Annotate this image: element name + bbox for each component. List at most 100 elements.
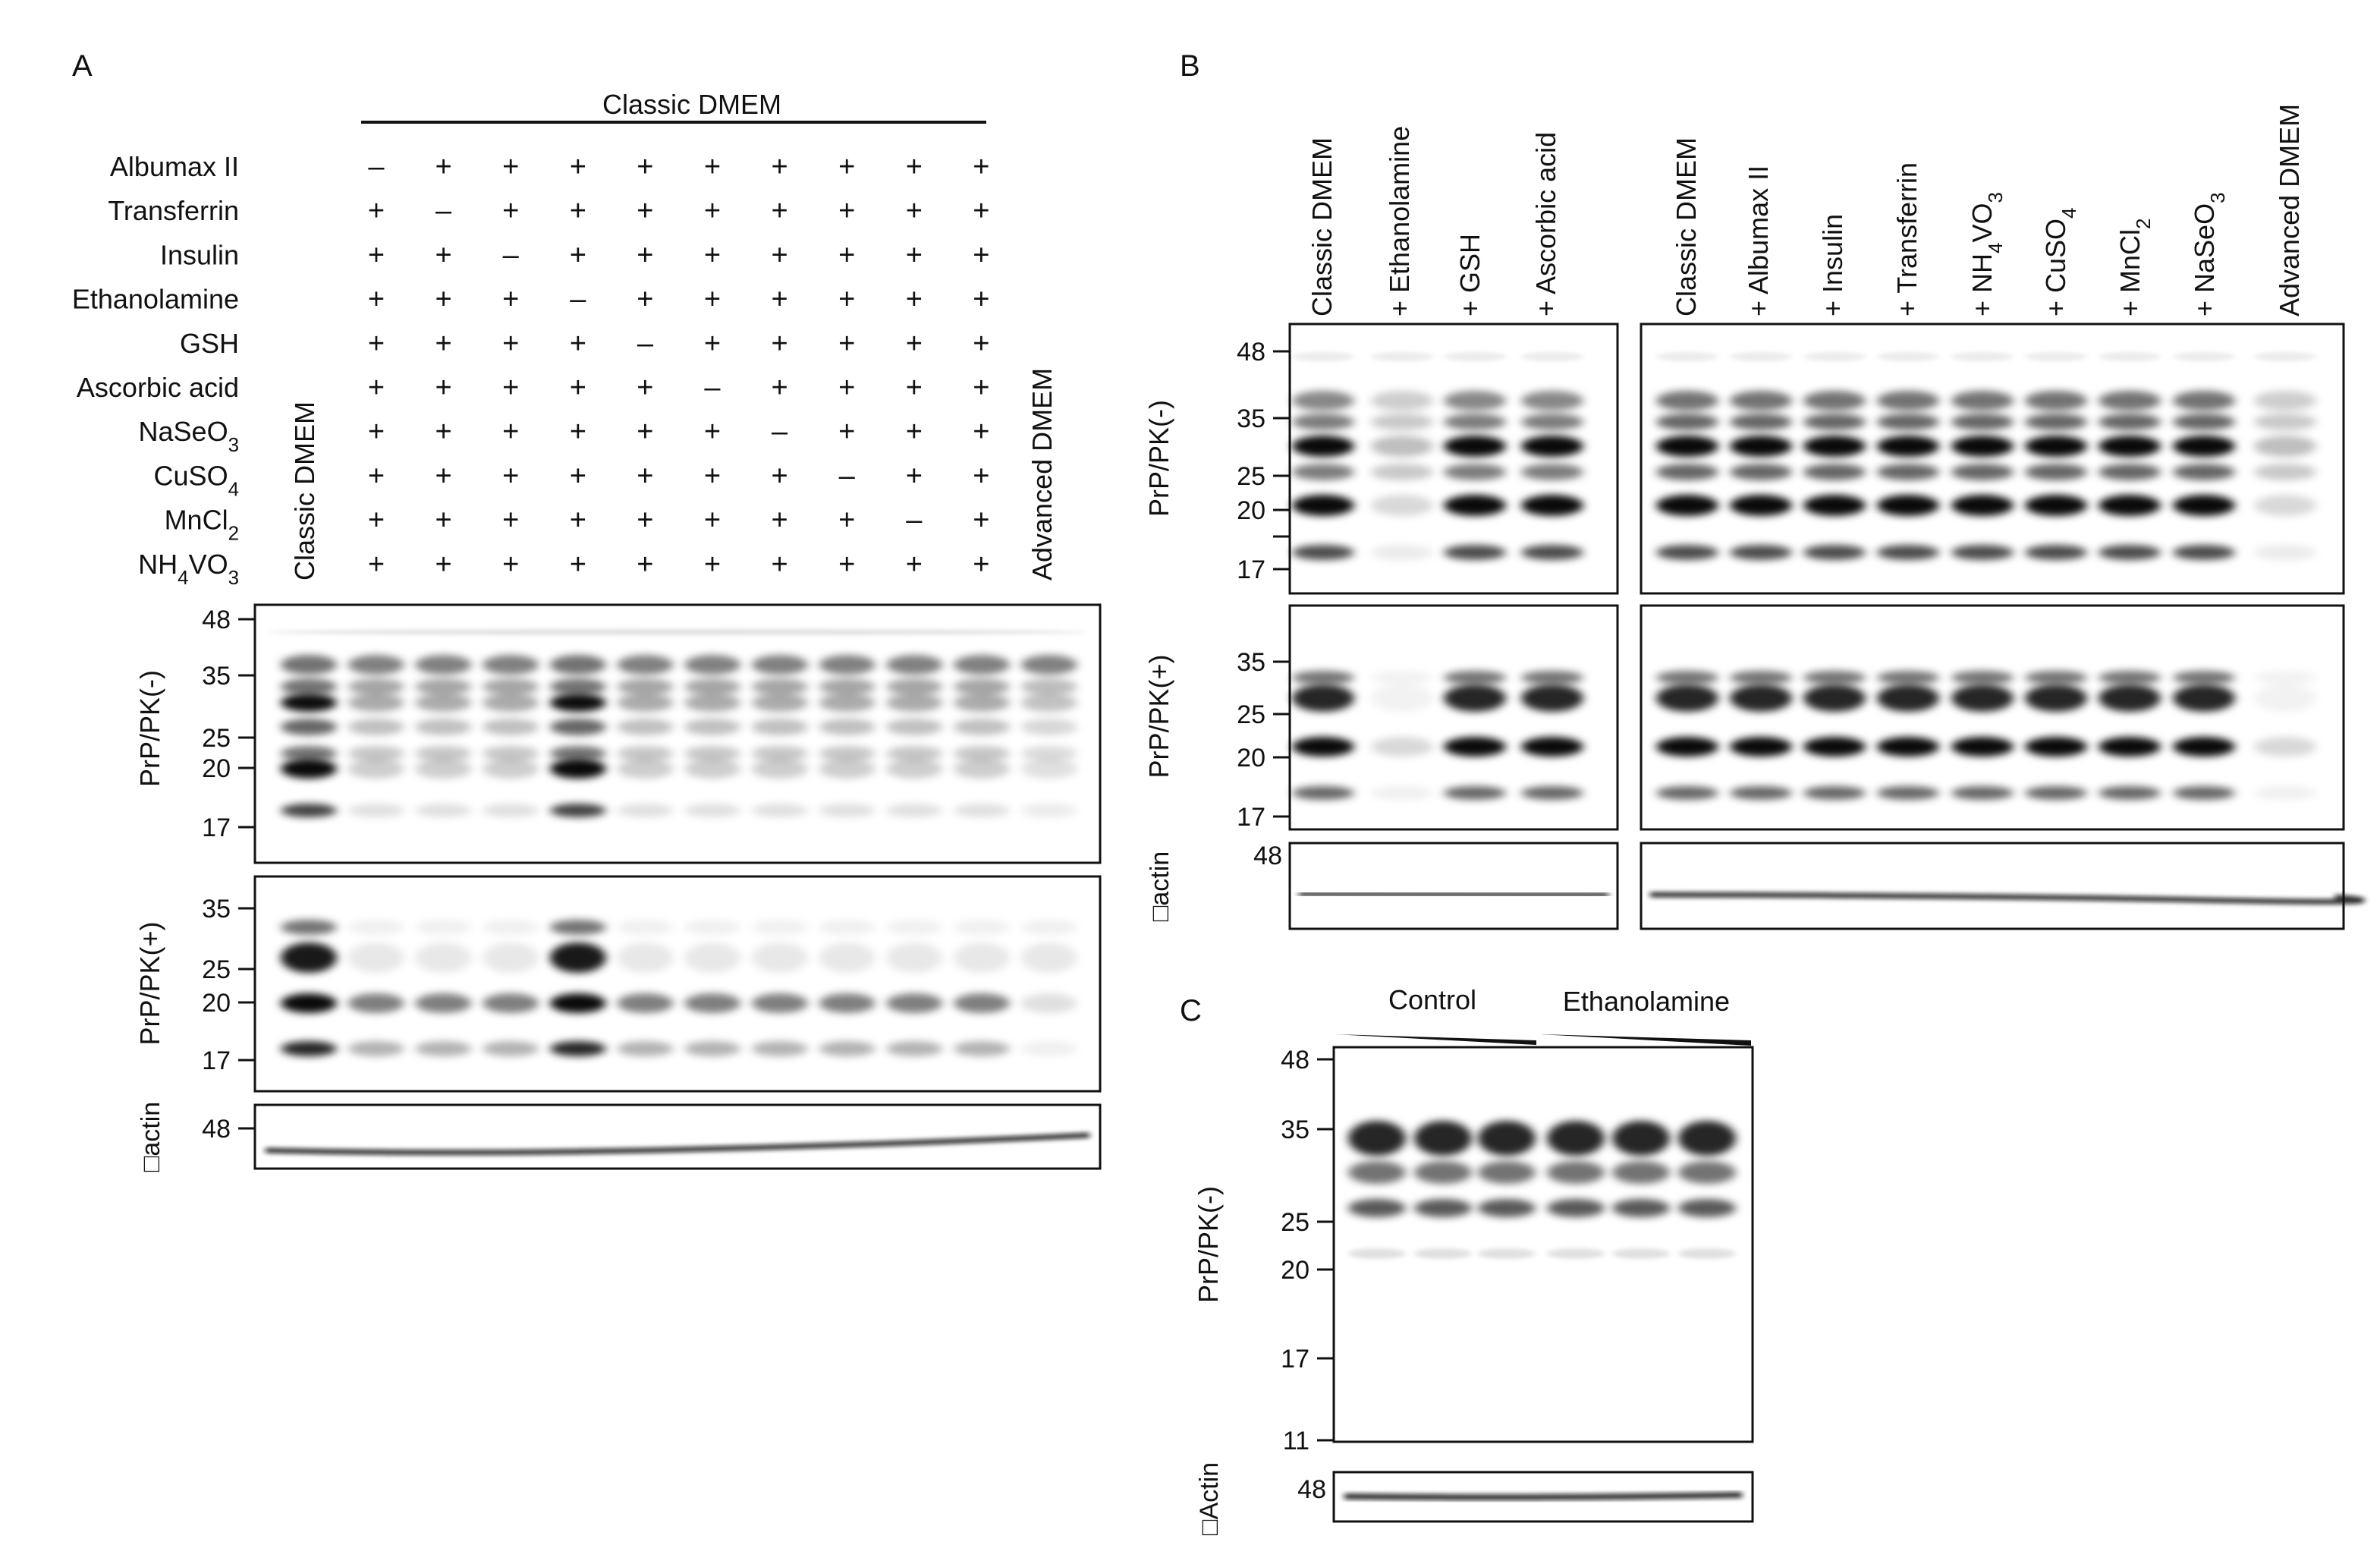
band [2254,786,2316,800]
supplement-mark: + [435,284,451,316]
band [819,1041,876,1056]
blot-bands [265,1132,1090,1156]
band [1877,495,1939,516]
supplement-mark: + [704,328,721,360]
band [549,942,606,973]
band [281,694,337,712]
panel-b-blot-actin: 48 □actin [1146,842,2365,930]
band [483,1041,539,1056]
band [1678,1199,1736,1217]
band [1612,1121,1670,1156]
panel-c-letter: C [1180,994,1202,1027]
band [483,920,539,935]
band [684,804,741,817]
band [1678,1248,1736,1259]
band [1803,391,1866,411]
marker-label: 17 [1237,555,1265,584]
supplement-mark: + [838,284,855,316]
band [483,942,539,973]
supplement-mark: + [771,505,788,536]
band [1020,678,1077,695]
band [483,993,539,1013]
band [1951,671,2014,684]
band [415,993,472,1013]
band [1371,464,1433,480]
band [2254,464,2316,480]
supplement-mark: – [704,372,721,404]
supplement-mark: + [838,505,855,536]
band [1656,436,1718,457]
panel-a-blot-pk-plus: 35 25 20 17 PrP/PK(+) [134,875,1102,1093]
band [549,678,606,695]
band [954,1041,1010,1056]
band [819,993,876,1013]
band [1547,1121,1605,1156]
band [1348,1248,1406,1259]
supplement-mark: + [368,284,385,316]
band [281,719,337,735]
band [954,746,1010,761]
band [1444,464,1506,480]
supplement-mark: + [906,284,923,316]
supplement-mark: + [637,549,653,581]
supplement-mark: + [906,328,923,360]
band [819,719,876,735]
band [1521,352,1583,361]
supplement-mark: + [435,372,451,404]
band [1298,891,1609,898]
band [1730,436,1792,457]
band [1444,352,1506,361]
band [1951,352,2014,361]
supplement-mark: + [771,549,788,581]
supplement-mark: + [502,328,519,360]
supplement-mark: + [973,195,989,227]
marker-label: 17 [1281,1345,1309,1373]
marker-label: 25 [1281,1208,1309,1237]
band [617,655,674,675]
panel-c: C Control Ethanolamine 48 35 25 20 17 11 PrP/… [1180,984,1754,1535]
band [1348,1121,1406,1156]
band [819,678,876,695]
supplement-mark: + [435,239,451,271]
supplement-mark: + [570,460,586,492]
band [751,804,808,817]
band [1951,464,2014,480]
band [1877,786,1939,800]
band [2254,414,2316,430]
supplement-mark: + [838,372,855,404]
lane-label: Classic DMEM [1306,137,1338,316]
band [1344,1492,1743,1501]
band [1020,694,1077,712]
band [1371,414,1433,430]
marker-label: 11 [1283,1427,1309,1455]
band [1020,759,1077,779]
band [2099,671,2161,684]
marker-label: 25 [1237,462,1265,491]
supplement-name: GSH [180,328,239,359]
band [483,694,539,712]
supplement-mark: – [906,505,923,536]
blot-bands [1292,352,2316,560]
band [1371,684,1433,712]
band [1803,684,1866,712]
band [2025,464,2087,480]
band [886,1041,943,1056]
band [1371,737,1433,757]
band [1371,786,1433,800]
band [1612,1248,1670,1259]
band [347,942,404,973]
band [1020,993,1077,1013]
band [347,993,404,1013]
band [1951,737,2014,757]
band [415,655,472,675]
supplement-mark: + [637,505,653,536]
band [2254,436,2316,457]
band [1444,684,1506,712]
band [2173,545,2235,560]
band [1656,414,1718,430]
band [751,920,808,935]
lane-label: + Ascorbic acid [1530,132,1561,316]
band [2254,684,2316,712]
panel-a-supplement-table: Albumax II – + + + + + + + + + Transferrin + – + + + + + + +… [72,151,990,589]
band [281,746,337,761]
